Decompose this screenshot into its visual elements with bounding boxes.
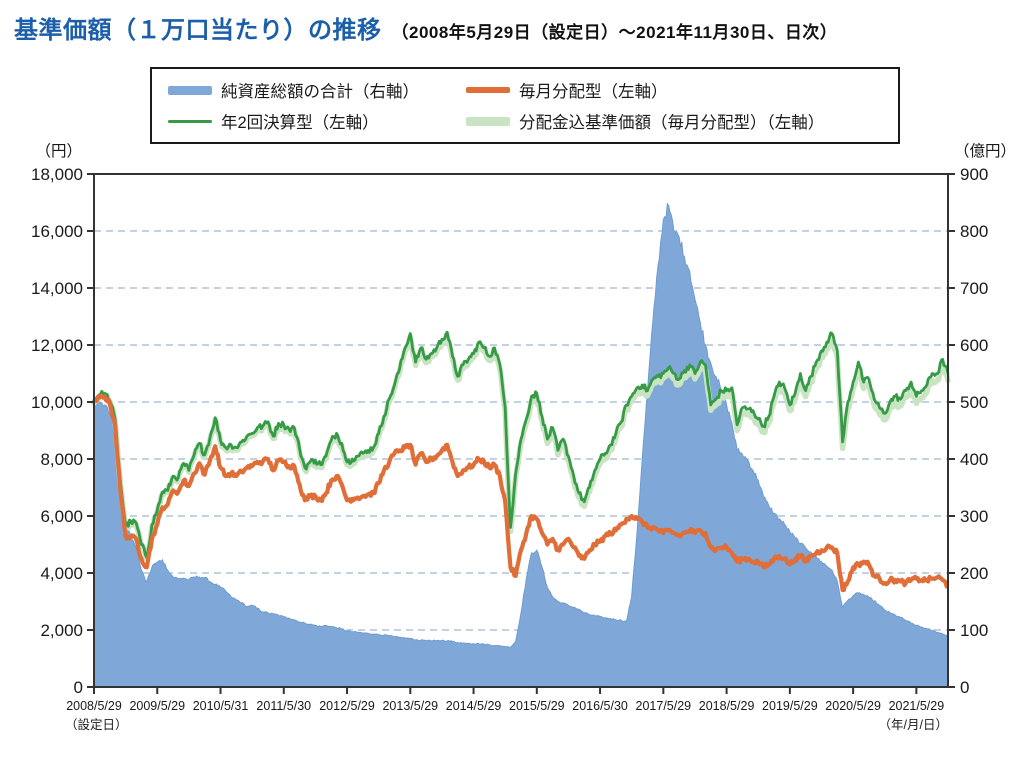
- legend-label: 毎月分配型（左軸）: [519, 83, 668, 101]
- right-axis-tick-label: 700: [960, 279, 988, 298]
- legend-item-semiannual: 年2回決算型（左軸）: [168, 109, 460, 133]
- left-axis-tick-label: 4,000: [40, 564, 83, 583]
- x-axis-tick-label: 2021/5/29: [889, 699, 945, 713]
- x-axis-tick-label: 2017/5/29: [636, 699, 692, 713]
- x-axis-tick-label: 2014/5/29: [446, 699, 502, 713]
- legend-item-total-net-assets: 純資産総額の合計（右軸）: [168, 78, 460, 102]
- left-axis-tick-label: 18,000: [31, 165, 83, 184]
- right-axis-tick-label: 200: [960, 564, 988, 583]
- plot-frame: [93, 173, 949, 688]
- chart-title: 基準価額（１万口当たり）の推移: [14, 17, 382, 44]
- x-axis-tick-label: 2020/5/29: [825, 699, 881, 713]
- inception-date-note: （設定日）: [65, 717, 128, 732]
- area-swatch-icon: [168, 85, 212, 95]
- x-axis-tick-label: 2010/5/31: [193, 699, 249, 713]
- x-axis-tick-label: 2008/5/29: [66, 699, 122, 713]
- wide-line-swatch-icon: [466, 116, 510, 126]
- right-axis-tick-label: 300: [960, 507, 988, 526]
- x-axis-tick-label: 2011/5/30: [256, 699, 311, 713]
- left-axis-tick-label: 6,000: [40, 507, 83, 526]
- x-axis-tick-label: 2018/5/29: [699, 699, 755, 713]
- right-axis-tick-label: 900: [960, 165, 988, 184]
- legend-item-monthly-distribution: 毎月分配型（左軸）: [466, 78, 886, 102]
- distribution-included-nav-line: [91, 333, 951, 562]
- chart-subtitle: （2008年5月29日（設定日）～2021年11月30日、日次）: [391, 23, 838, 42]
- x-axis-tick-label: 2012/5/29: [319, 699, 375, 713]
- left-axis-tick-label: 0: [74, 678, 83, 697]
- right-axis-unit: （億円）: [954, 142, 1016, 160]
- x-axis-tick-label: 2016/5/30: [572, 699, 628, 713]
- x-axis-tick-label: 2019/5/29: [762, 699, 818, 713]
- left-axis-tick-label: 12,000: [31, 336, 83, 355]
- semiannual-nav-line: [92, 330, 950, 559]
- monthly-distribution-nav-line: [92, 393, 949, 593]
- plot-area: 18,000 16,000 14,000 12,000 10,000 8,000 6,000…: [31, 165, 988, 732]
- legend: 純資産総額の合計（右軸） 毎月分配型（左軸） 年2回決算型（左軸） 分配金込基準…: [150, 67, 900, 144]
- date-format-note: （年/月/日）: [879, 718, 948, 732]
- right-axis-tick-label: 400: [960, 450, 988, 469]
- left-axis-tick-label: 10,000: [31, 393, 83, 412]
- right-axis-tick-label: 100: [960, 621, 988, 640]
- left-axis-tick-label: 14,000: [31, 279, 83, 298]
- left-axis-tick-label: 2,000: [40, 621, 83, 640]
- right-axis-tick-label: 0: [960, 678, 969, 697]
- legend-label: 純資産総額の合計（右軸）: [221, 83, 419, 101]
- x-axis-tick-label: 2009/5/29: [129, 699, 185, 713]
- right-axis-tick-label: 600: [960, 336, 988, 355]
- right-axis-tick-label: 500: [960, 393, 988, 412]
- left-axis-unit: （円）: [35, 143, 82, 160]
- thin-line-swatch-icon: [168, 119, 212, 123]
- left-axis-tick-label: 16,000: [31, 222, 83, 241]
- page-title: 基準価額（１万口当たり）の推移 （2008年5月29日（設定日）～2021年11…: [14, 10, 837, 45]
- right-axis-tick-label: 800: [960, 222, 988, 241]
- legend-label: 分配金込基準価額（毎月分配型）（左軸）: [519, 114, 825, 132]
- x-axis-tick-label: 2015/5/29: [509, 699, 565, 713]
- total-net-assets-area: [93, 202, 949, 688]
- legend-label: 年2回決算型（左軸）: [221, 114, 379, 132]
- left-axis-tick-label: 8,000: [40, 450, 83, 469]
- legend-item-distribution-included: 分配金込基準価額（毎月分配型）（左軸）: [466, 109, 886, 133]
- thick-line-swatch-icon: [466, 87, 510, 93]
- x-axis-tick-label: 2013/5/29: [382, 699, 438, 713]
